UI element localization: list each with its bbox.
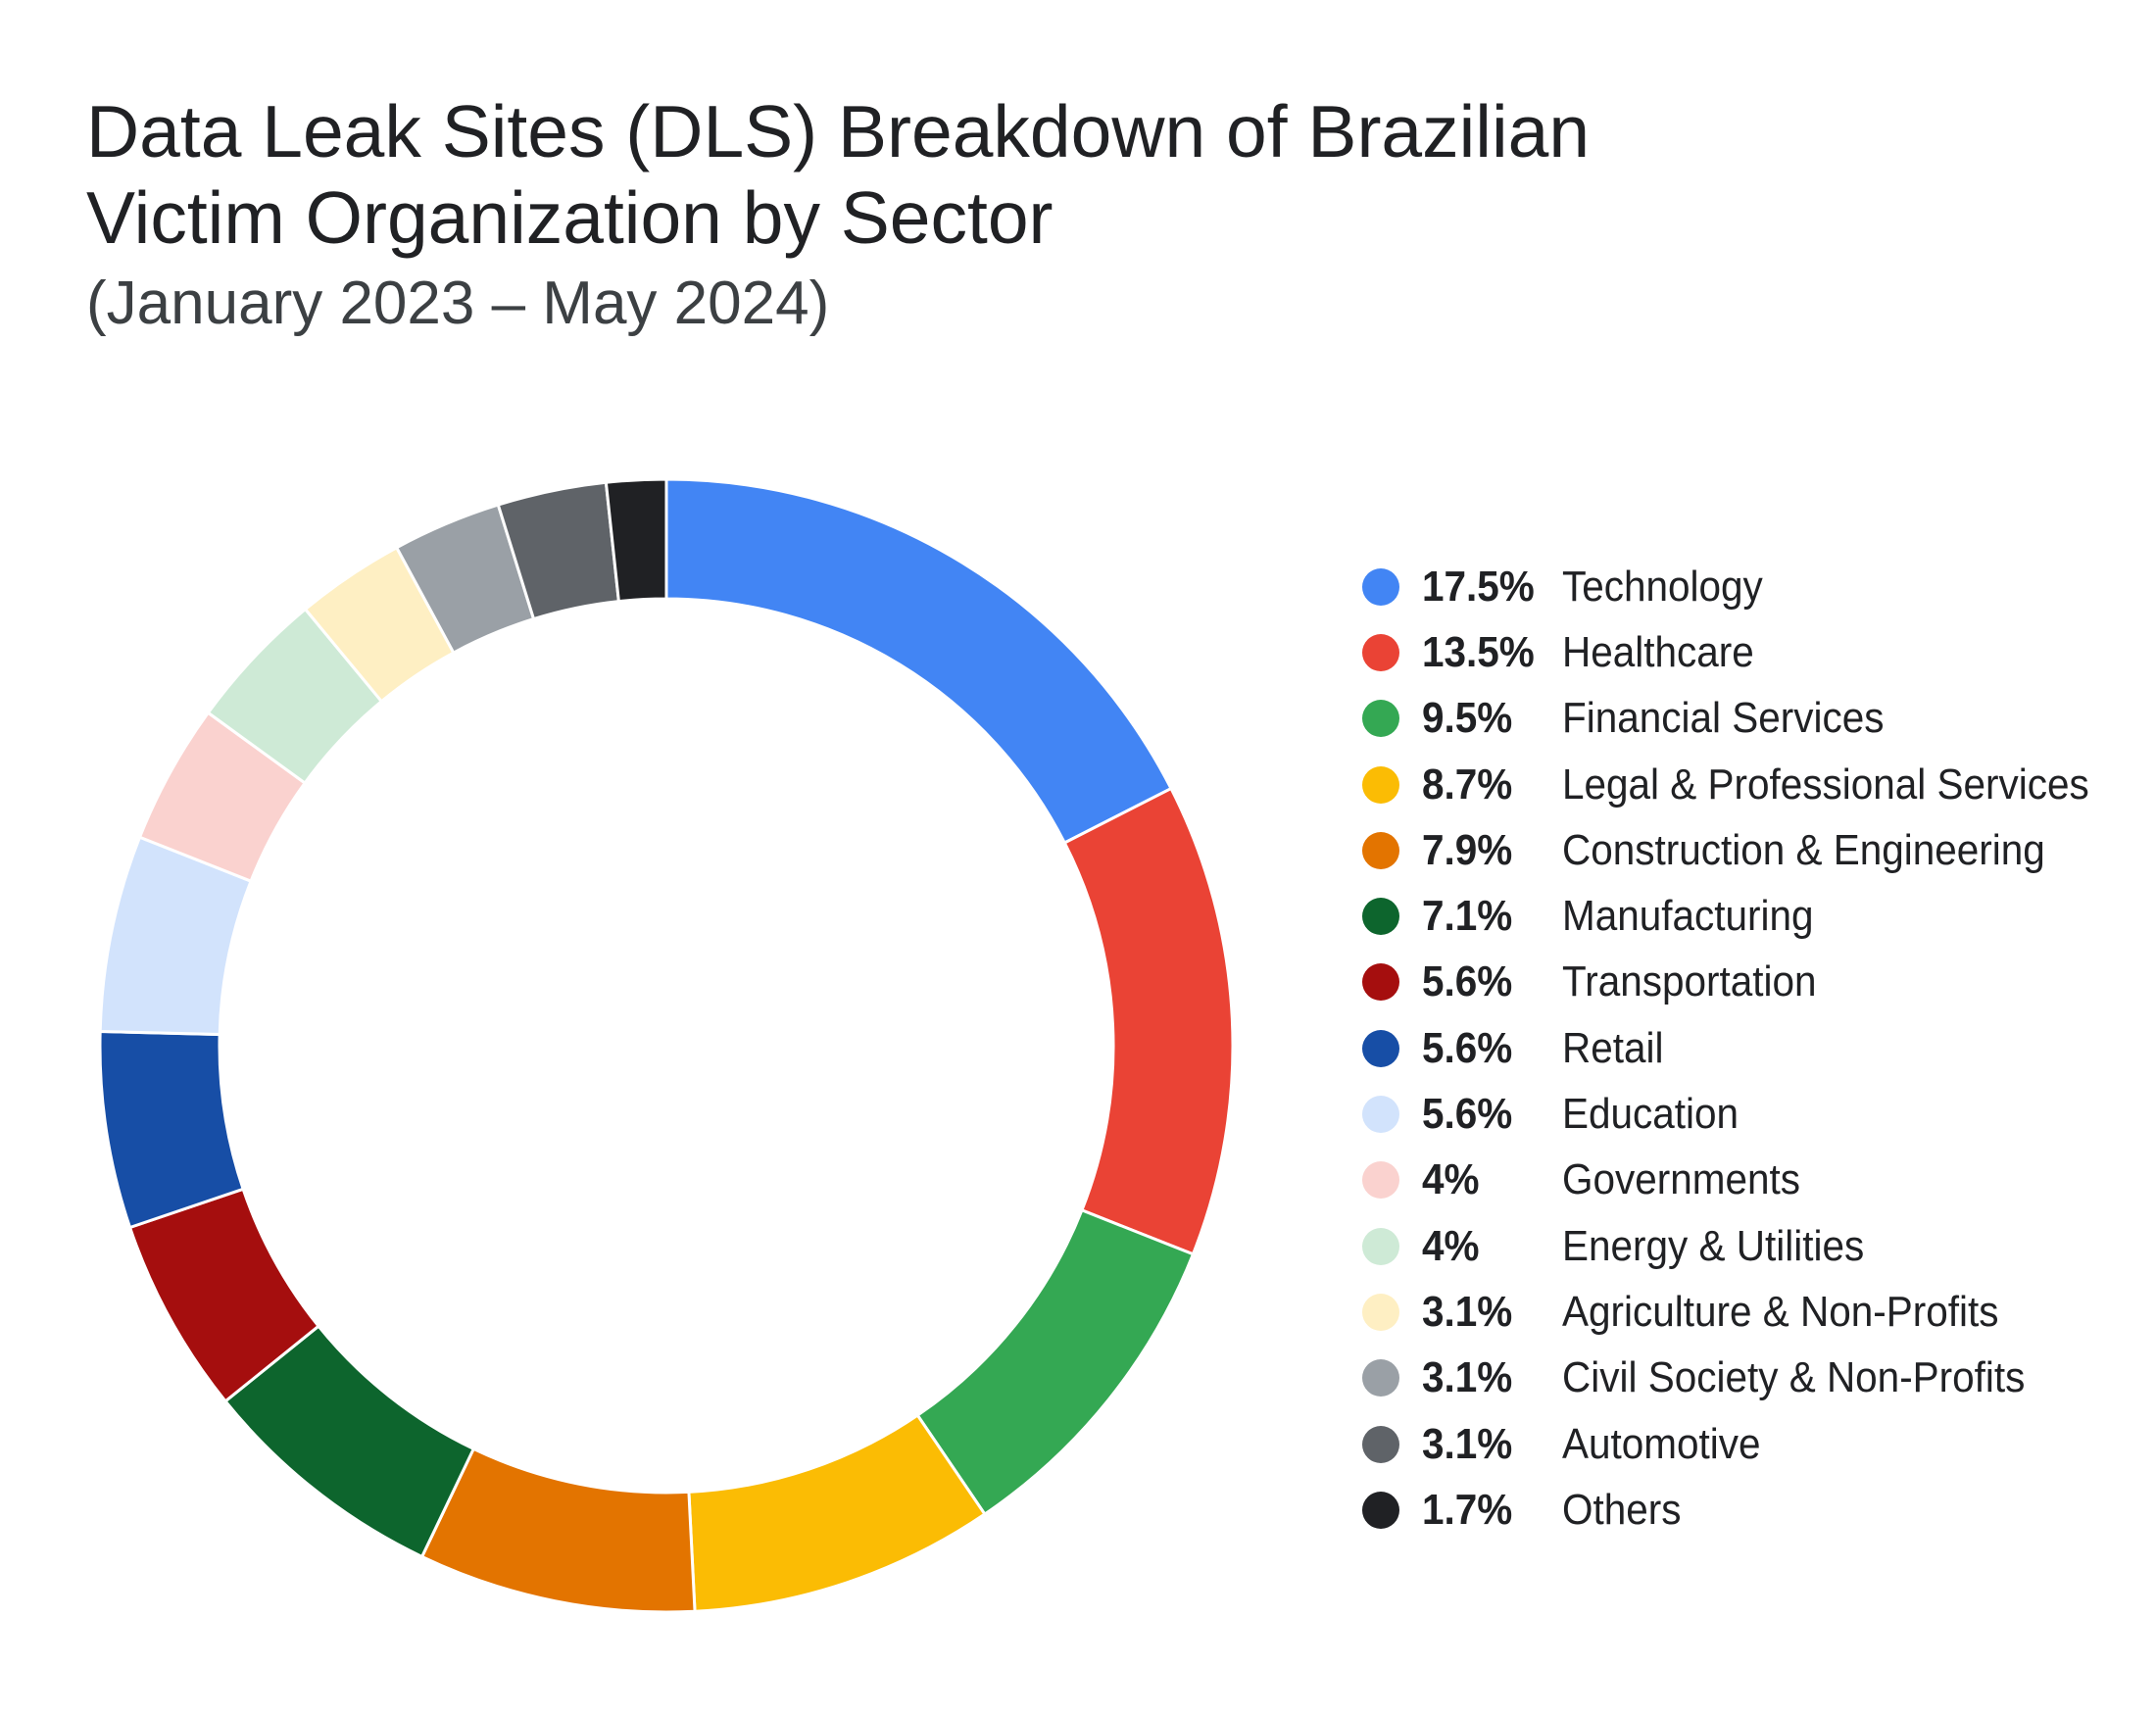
legend-percent: 7.9% xyxy=(1422,825,1513,874)
legend-percent: 13.5% xyxy=(1422,627,1535,676)
legend-item-healthcare: 13.5% Healthcare xyxy=(1362,619,2135,685)
legend-item-construction-and-engineering: 7.9% Construction & Engineering xyxy=(1362,817,2135,883)
legend-item-legal-and-professional-services: 8.7% Legal & Professional Services xyxy=(1362,752,2135,817)
legend-item-education: 5.6% Education xyxy=(1362,1081,2135,1147)
chart-title: Data Leak Sites (DLS) Breakdown of Brazi… xyxy=(86,90,1591,259)
legend-swatch xyxy=(1362,633,1399,671)
slice-healthcare xyxy=(1062,786,1235,1256)
legend-label: Transportation xyxy=(1562,957,1817,1006)
legend-label: Retail xyxy=(1562,1023,1664,1072)
legend-item-energy-and-utilities: 4% Energy & Utilities xyxy=(1362,1213,2135,1279)
legend-swatch xyxy=(1362,567,1399,606)
legend-label: Automotive xyxy=(1562,1419,1761,1468)
legend-percent: 4% xyxy=(1422,1155,1480,1204)
legend-percent: 5.6% xyxy=(1422,1090,1513,1139)
legend-swatch xyxy=(1362,898,1399,936)
legend-swatch xyxy=(1362,1491,1399,1529)
legend-label: Civil Society & Non-Profits xyxy=(1562,1353,2026,1402)
legend-swatch xyxy=(1362,963,1399,1002)
legend-label: Legal & Professional Services xyxy=(1562,760,2089,809)
legend-percent: 3.1% xyxy=(1422,1353,1513,1402)
chart-legend: 17.5% Technology 13.5% Healthcare 9.5% Financ… xyxy=(1362,554,2135,1543)
legend-label: Financial Services xyxy=(1562,694,1885,743)
legend-swatch xyxy=(1362,1227,1399,1265)
legend-label: Others xyxy=(1562,1485,1682,1534)
legend-percent: 8.7% xyxy=(1422,760,1513,809)
slice-others xyxy=(604,477,668,604)
legend-item-governments: 4% Governments xyxy=(1362,1148,2135,1213)
legend-swatch xyxy=(1362,1161,1399,1200)
legend-swatch xyxy=(1362,1293,1399,1331)
legend-percent: 5.6% xyxy=(1422,957,1513,1006)
legend-label: Education xyxy=(1562,1090,1740,1139)
legend-percent: 7.1% xyxy=(1422,892,1513,941)
legend-swatch xyxy=(1362,1425,1399,1463)
legend-percent: 4% xyxy=(1422,1221,1480,1270)
legend-swatch xyxy=(1362,1029,1399,1067)
legend-percent: 9.5% xyxy=(1422,694,1513,743)
legend-label: Energy & Utilities xyxy=(1562,1221,1865,1270)
legend-label: Technology xyxy=(1562,562,1763,611)
legend-percent: 5.6% xyxy=(1422,1023,1513,1072)
legend-percent: 17.5% xyxy=(1422,562,1535,611)
slice-technology xyxy=(664,477,1174,845)
legend-label: Agriculture & Non-Profits xyxy=(1562,1287,1999,1336)
legend-item-others: 1.7% Others xyxy=(1362,1477,2135,1543)
legend-item-technology: 17.5% Technology xyxy=(1362,554,2135,619)
legend-percent: 1.7% xyxy=(1422,1485,1513,1534)
legend-percent: 3.1% xyxy=(1422,1287,1513,1336)
legend-label: Governments xyxy=(1562,1155,1800,1204)
legend-label: Manufacturing xyxy=(1562,892,1814,941)
legend-swatch xyxy=(1362,1359,1399,1397)
legend-item-financial-services: 9.5% Financial Services xyxy=(1362,686,2135,752)
legend-item-manufacturing: 7.1% Manufacturing xyxy=(1362,883,2135,949)
legend-label: Construction & Engineering xyxy=(1562,825,2045,874)
legend-swatch xyxy=(1362,831,1399,869)
legend-item-civil-society-and-non-profits: 3.1% Civil Society & Non-Profits xyxy=(1362,1346,2135,1411)
legend-swatch xyxy=(1362,700,1399,738)
legend-item-automotive: 3.1% Automotive xyxy=(1362,1411,2135,1477)
legend-item-retail: 5.6% Retail xyxy=(1362,1015,2135,1081)
legend-item-agriculture-and-non-profits: 3.1% Agriculture & Non-Profits xyxy=(1362,1279,2135,1345)
legend-swatch xyxy=(1362,765,1399,804)
legend-item-transportation: 5.6% Transportation xyxy=(1362,950,2135,1015)
legend-percent: 3.1% xyxy=(1422,1419,1513,1468)
slice-financial-services xyxy=(915,1207,1196,1517)
legend-swatch xyxy=(1362,1096,1399,1134)
chart-subtitle: (January 2023 – May 2024) xyxy=(86,270,830,337)
legend-label: Healthcare xyxy=(1562,627,1754,676)
